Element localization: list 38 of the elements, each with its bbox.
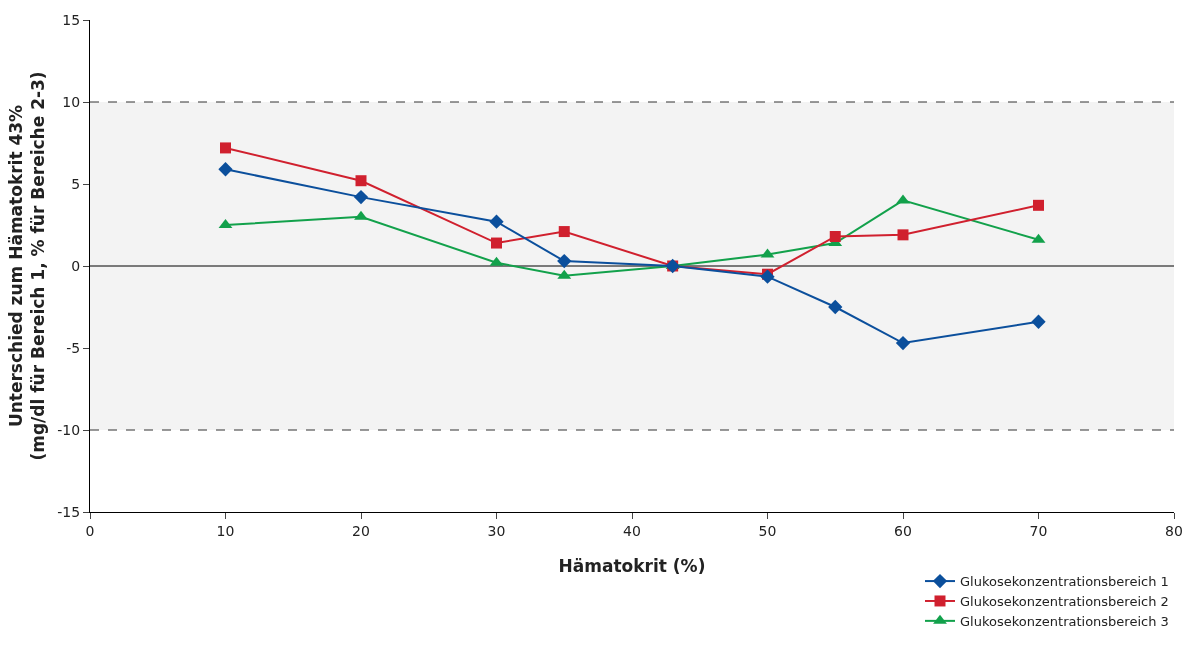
legend-label: Glukosekonzentrationsbereich 2 (960, 594, 1169, 610)
x-tick-label: 60 (894, 522, 912, 539)
x-tick-label: 40 (623, 522, 641, 539)
x-tick-label: 80 (1165, 522, 1183, 539)
point (491, 237, 502, 249)
y-tick-label: 5 (71, 175, 81, 192)
point (489, 214, 504, 229)
point (828, 299, 843, 315)
point (896, 194, 910, 204)
x-tick-label: 20 (352, 522, 370, 539)
point (557, 253, 572, 269)
y-tick-label: 10 (62, 93, 81, 110)
point (895, 335, 911, 351)
y-axis-title: Unterschied zum Hämatokrit 43% (mg/dl für Bereich 1, % für Bereiche 2-3) (5, 71, 48, 461)
y-tick-label: -15 (57, 503, 81, 520)
point (760, 269, 775, 284)
y-tick-label: -10 (57, 421, 81, 438)
point (1033, 199, 1044, 211)
point (353, 189, 369, 205)
x-tick-label: 30 (487, 522, 506, 539)
x-tick-label: 70 (1029, 522, 1048, 539)
point (897, 229, 909, 241)
point (1031, 314, 1046, 329)
x-tick-label: 50 (758, 522, 777, 539)
point (220, 142, 231, 154)
legend-label: Glukosekonzentrationsbereich 3 (960, 613, 1169, 629)
y-tick-label: 0 (71, 257, 81, 274)
x-axis-title: Hämatokrit (%) (558, 556, 706, 577)
point (354, 210, 368, 220)
x-tick-label: 10 (216, 522, 235, 539)
y-tick-label: -5 (66, 339, 81, 356)
point (829, 230, 841, 242)
legend-label: Glukosekonzentrationsbereich 1 (960, 574, 1169, 590)
point (558, 226, 570, 238)
point (355, 175, 367, 187)
point (218, 162, 233, 177)
y-tick-label: 15 (62, 11, 81, 28)
x-tick-label: 0 (85, 522, 95, 539)
